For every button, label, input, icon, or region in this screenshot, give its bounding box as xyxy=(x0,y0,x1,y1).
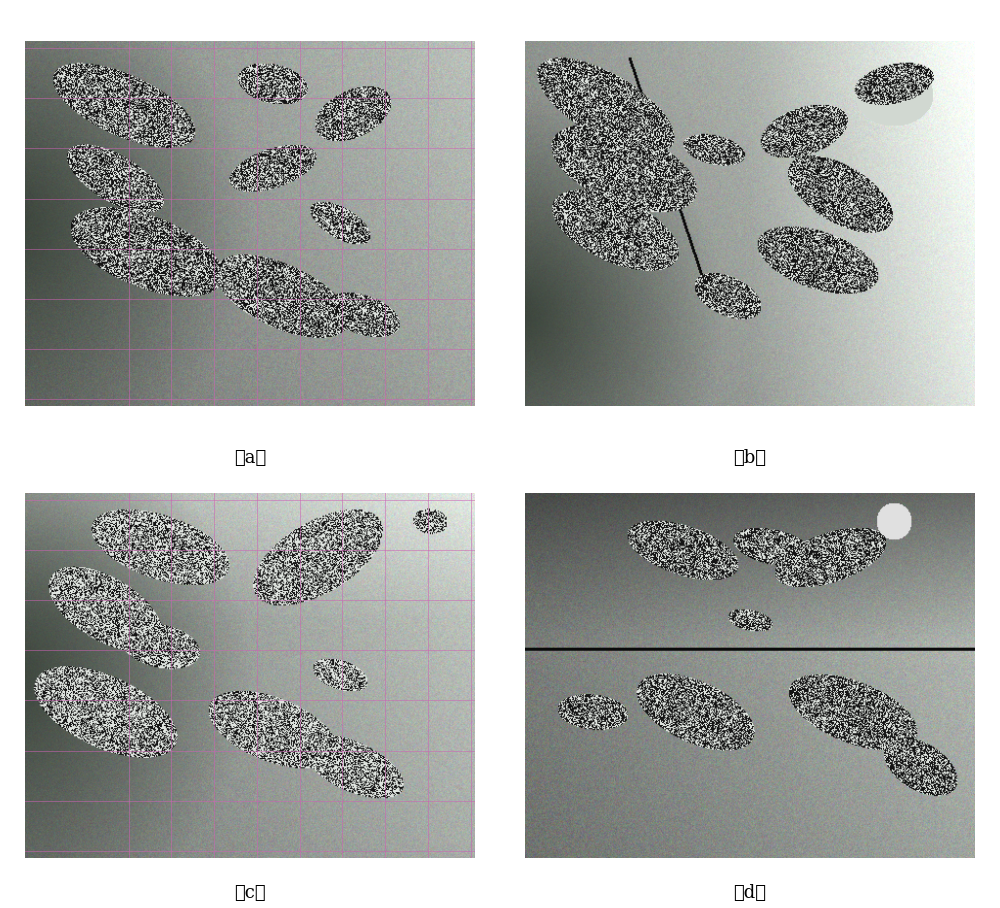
Text: （b）: （b） xyxy=(734,449,767,467)
Text: （a）: （a） xyxy=(234,449,266,467)
Text: （d）: （d） xyxy=(734,883,767,902)
Text: （c）: （c） xyxy=(234,883,266,902)
